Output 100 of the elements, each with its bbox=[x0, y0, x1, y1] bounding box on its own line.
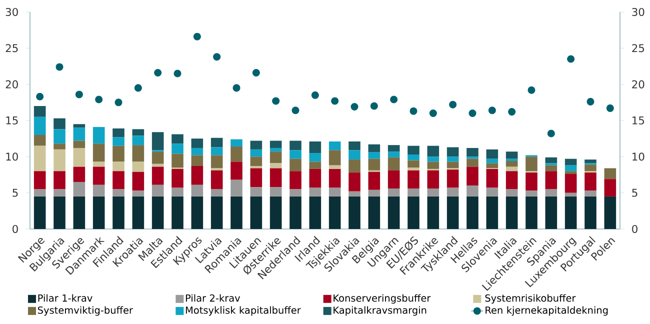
bar bbox=[545, 196, 558, 229]
bar bbox=[191, 138, 204, 148]
bar bbox=[191, 196, 204, 229]
bar bbox=[466, 186, 478, 196]
bar bbox=[54, 144, 66, 150]
point bbox=[36, 92, 44, 100]
bar bbox=[191, 155, 204, 166]
point bbox=[449, 100, 457, 108]
bar bbox=[73, 140, 86, 148]
bar bbox=[172, 134, 184, 144]
bar bbox=[92, 127, 105, 144]
y2-tick-label: 15 bbox=[632, 116, 644, 124]
bar bbox=[564, 192, 577, 196]
bar bbox=[584, 196, 596, 229]
point bbox=[331, 97, 339, 105]
bar bbox=[486, 149, 498, 159]
bar bbox=[526, 190, 538, 196]
bar bbox=[328, 188, 341, 196]
y2-tick-label: 30 bbox=[632, 8, 644, 16]
point bbox=[528, 86, 536, 94]
bar bbox=[132, 162, 144, 172]
bar bbox=[112, 171, 124, 190]
bar bbox=[506, 196, 518, 229]
bar bbox=[408, 196, 420, 229]
bar bbox=[604, 179, 616, 196]
bar bbox=[486, 158, 498, 164]
point bbox=[154, 68, 162, 77]
point bbox=[370, 102, 378, 110]
legend-label: Konserveringsbuffer bbox=[334, 294, 431, 304]
bar bbox=[368, 158, 380, 170]
bar bbox=[388, 157, 400, 170]
point bbox=[95, 96, 103, 104]
bar bbox=[309, 141, 322, 154]
y-tick-label: 20 bbox=[6, 80, 18, 88]
bar bbox=[309, 168, 322, 188]
bar bbox=[270, 148, 282, 152]
bar bbox=[328, 168, 341, 188]
bar bbox=[388, 152, 400, 158]
bar bbox=[191, 184, 204, 196]
bar bbox=[290, 150, 302, 159]
bar bbox=[270, 187, 282, 196]
bar bbox=[54, 118, 66, 130]
bar bbox=[210, 155, 223, 168]
bar bbox=[506, 160, 518, 167]
y2-tick-label: 10 bbox=[632, 152, 644, 161]
bar bbox=[230, 180, 242, 196]
bar bbox=[290, 171, 302, 190]
bar bbox=[446, 147, 459, 157]
bar bbox=[54, 196, 66, 229]
bar bbox=[172, 144, 184, 154]
bar bbox=[290, 189, 302, 196]
bar bbox=[230, 139, 242, 147]
bar bbox=[427, 146, 440, 157]
bar bbox=[506, 171, 518, 190]
bar bbox=[427, 196, 440, 229]
bar bbox=[270, 140, 282, 148]
bar bbox=[54, 189, 66, 196]
bar bbox=[210, 138, 223, 148]
bar bbox=[112, 146, 124, 162]
bar bbox=[466, 196, 478, 229]
y-tick-label: 5 bbox=[12, 188, 18, 197]
bar bbox=[132, 145, 144, 162]
point bbox=[547, 130, 555, 138]
bar bbox=[564, 171, 577, 174]
bar bbox=[210, 196, 223, 229]
bar bbox=[210, 189, 223, 196]
bar bbox=[545, 165, 558, 172]
bar bbox=[250, 149, 262, 157]
bar bbox=[210, 170, 223, 190]
bar bbox=[270, 168, 282, 188]
bar bbox=[506, 166, 518, 172]
point bbox=[75, 90, 83, 98]
bar bbox=[54, 129, 66, 144]
bar bbox=[564, 158, 577, 166]
bar bbox=[368, 172, 380, 190]
bar bbox=[348, 191, 360, 196]
bar bbox=[250, 168, 262, 188]
bar bbox=[486, 163, 498, 168]
bar bbox=[408, 168, 420, 170]
bar bbox=[250, 156, 262, 166]
y2-tick-label: 0 bbox=[632, 224, 638, 234]
bar bbox=[446, 188, 459, 196]
bar bbox=[92, 162, 105, 167]
bar bbox=[250, 187, 262, 196]
point bbox=[311, 91, 319, 99]
bar bbox=[388, 170, 400, 188]
bar bbox=[486, 168, 498, 188]
y-tick-label: 0 bbox=[12, 224, 18, 234]
bar bbox=[466, 158, 478, 167]
bar bbox=[564, 174, 577, 193]
legend-label: Pilar 2-krav bbox=[186, 294, 240, 302]
bar bbox=[172, 196, 184, 229]
bar bbox=[427, 162, 440, 169]
legend-label: Systemrisikobuffer bbox=[485, 294, 576, 304]
point bbox=[606, 104, 614, 112]
bar bbox=[348, 150, 360, 160]
bar bbox=[584, 160, 596, 164]
bar bbox=[112, 189, 124, 196]
bar bbox=[34, 116, 46, 135]
bar bbox=[230, 146, 242, 162]
